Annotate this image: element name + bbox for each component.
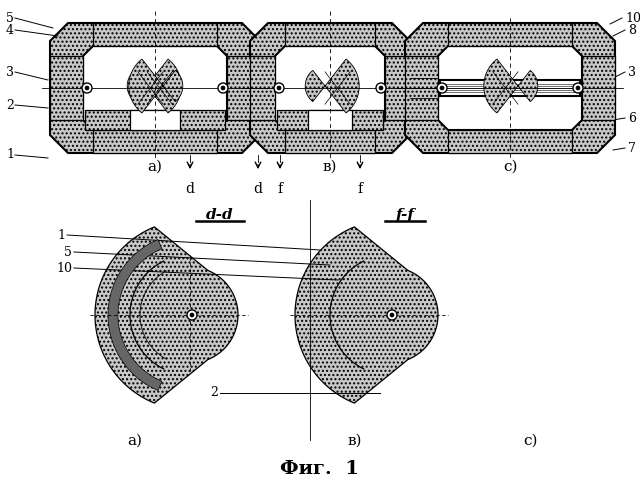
Text: 1: 1: [57, 228, 65, 242]
Text: 3: 3: [628, 65, 636, 79]
Circle shape: [379, 86, 383, 90]
Text: 4: 4: [6, 24, 14, 36]
Polygon shape: [83, 46, 227, 130]
Text: d: d: [186, 182, 195, 196]
Polygon shape: [95, 227, 238, 403]
Text: 5: 5: [64, 246, 72, 258]
Circle shape: [218, 83, 228, 93]
Bar: [440, 80, 580, 96]
Bar: [385, 56, 410, 120]
Bar: [448, 23, 572, 46]
Polygon shape: [129, 59, 183, 113]
Circle shape: [221, 86, 225, 90]
Bar: [50, 56, 83, 120]
Text: 5: 5: [6, 11, 14, 25]
Text: в): в): [348, 434, 362, 448]
Text: Фиг.  1: Фиг. 1: [280, 460, 360, 478]
Circle shape: [440, 86, 444, 90]
Text: 3: 3: [6, 65, 14, 79]
Bar: [582, 56, 615, 120]
Text: 10: 10: [56, 262, 72, 274]
Polygon shape: [50, 23, 260, 153]
Text: f: f: [277, 182, 283, 196]
Polygon shape: [108, 240, 162, 390]
Circle shape: [190, 313, 194, 317]
Polygon shape: [295, 227, 438, 403]
Polygon shape: [275, 46, 385, 130]
Text: 8: 8: [628, 24, 636, 36]
Circle shape: [82, 83, 92, 93]
Text: а): а): [147, 160, 163, 174]
Circle shape: [187, 310, 197, 320]
Bar: [85, 110, 225, 130]
Text: в): в): [323, 160, 337, 174]
Circle shape: [376, 83, 386, 93]
Polygon shape: [438, 46, 582, 130]
Bar: [130, 110, 180, 130]
Polygon shape: [127, 59, 181, 113]
Circle shape: [576, 86, 580, 90]
Text: а): а): [127, 434, 143, 448]
Polygon shape: [405, 23, 615, 153]
Bar: [250, 56, 275, 120]
Bar: [405, 56, 438, 120]
Polygon shape: [305, 59, 359, 113]
Text: 7: 7: [628, 141, 636, 155]
Text: d: d: [253, 182, 262, 196]
Polygon shape: [484, 59, 538, 113]
Polygon shape: [250, 23, 410, 153]
Text: 6: 6: [628, 111, 636, 125]
Bar: [227, 56, 260, 120]
Text: 1: 1: [6, 148, 14, 162]
Bar: [410, 66, 438, 110]
Text: d-d: d-d: [206, 208, 234, 222]
Circle shape: [573, 83, 583, 93]
Text: с): с): [523, 434, 537, 448]
Bar: [93, 130, 217, 153]
Text: f: f: [357, 182, 363, 196]
Circle shape: [437, 83, 447, 93]
Text: f-f: f-f: [396, 208, 415, 222]
Circle shape: [85, 86, 89, 90]
Text: 2: 2: [210, 386, 218, 400]
Bar: [285, 23, 375, 46]
Circle shape: [277, 86, 281, 90]
Circle shape: [274, 83, 284, 93]
Bar: [277, 110, 383, 130]
Circle shape: [390, 313, 394, 317]
Text: 10: 10: [625, 11, 640, 25]
Bar: [448, 130, 572, 153]
Text: 2: 2: [6, 99, 14, 111]
Bar: [285, 130, 375, 153]
Bar: [308, 110, 352, 130]
Bar: [93, 23, 217, 46]
Text: с): с): [503, 160, 517, 174]
Circle shape: [387, 310, 397, 320]
